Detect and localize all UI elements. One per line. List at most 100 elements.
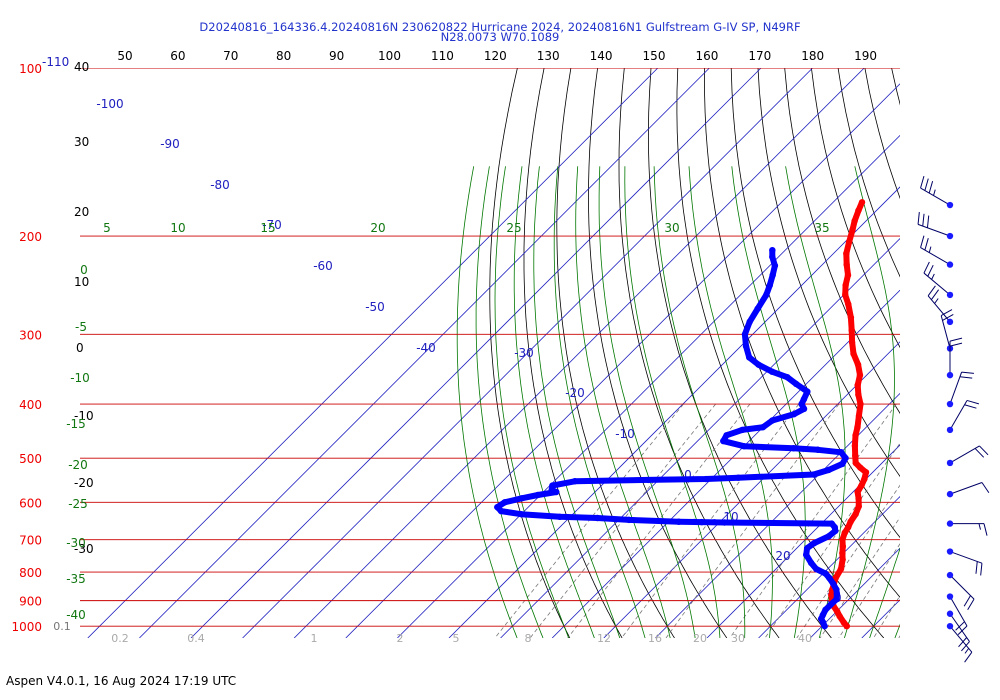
dewpoint-profile-point [739, 426, 746, 434]
isotherm-label: -90 [160, 137, 180, 151]
dry-adiabat-label: 10 [74, 275, 89, 289]
isotherm-line [758, 496, 900, 638]
isotherm-line [345, 83, 900, 638]
wind-barb-station-dot [946, 201, 954, 209]
dry-adiabat-line [757, 68, 900, 478]
wind-barb-flag [964, 404, 977, 409]
dewpoint-profile-point [740, 443, 748, 450]
moist-adiabat-line [494, 166, 570, 638]
wind-barb-flag [940, 309, 953, 317]
wind-barb-half-flag [934, 298, 939, 304]
temperature-profile-point [842, 282, 849, 289]
dewpoint-profile-point [825, 466, 832, 474]
isotherm-line [242, 68, 813, 638]
moist-adiabat-left-label: -30 [66, 536, 86, 550]
wind-barb [946, 371, 974, 408]
temperature-profile-point [841, 529, 849, 536]
dewpoint-profile-point [742, 342, 750, 350]
dewpoint-dropout-point [711, 519, 718, 526]
wind-barb-shaft [949, 574, 975, 600]
temperature-profile-point [837, 565, 845, 573]
dewpoint-profile-point [494, 503, 501, 511]
mixing-ratio-line [764, 442, 900, 638]
temperature-profile-point [833, 607, 841, 615]
mixing-ratio-line [494, 403, 684, 638]
wind-barb-flag [926, 215, 930, 228]
dewpoint-profile-point [763, 291, 770, 299]
wind-barb [946, 593, 968, 635]
moist-adiabat-label: 15 [260, 221, 275, 235]
temperature-profile-point [850, 350, 857, 357]
moist-adiabat-line [920, 166, 1000, 638]
temperature-profile-point [848, 327, 855, 334]
top-scale-tick-label: 120 [484, 49, 507, 63]
wind-barb-station-dot [946, 593, 954, 600]
temperature-profile-point [839, 556, 846, 563]
wind-barb-half-flag [933, 189, 936, 196]
dewpoint-profile-point [759, 423, 767, 431]
dewpoint-profile-point [819, 611, 827, 619]
dewpoint-profile-point [842, 454, 849, 462]
wind-barb [946, 548, 983, 576]
wind-barb [920, 176, 954, 209]
moist-adiabat-label: 30 [664, 221, 679, 235]
isotherm-line [551, 289, 900, 638]
wind-barb-station-dot [946, 318, 954, 326]
dry-adiabat-label: -30 [74, 542, 94, 556]
temperature-profile-point [854, 381, 861, 389]
moist-adiabat-left-label: -5 [75, 320, 87, 334]
wind-barb-flag [924, 238, 929, 251]
wind-barb-shaft [917, 223, 951, 237]
mixing-ratio-label: 0.2 [111, 632, 129, 645]
wind-barb-shaft [949, 482, 983, 495]
temperature-profile-point [855, 207, 862, 214]
dewpoint-profile-point [745, 354, 753, 361]
dry-adiabat-line [864, 68, 900, 200]
top-scale-tick-label: 50 [117, 49, 132, 63]
wind-barb-shaft [949, 613, 970, 642]
mixing-ratio-label: 8 [525, 632, 532, 645]
pressure-tick-label: 400 [19, 398, 42, 412]
isotherm-label: -80 [210, 178, 230, 192]
top-scale-tick-label: 110 [431, 49, 454, 63]
pressure-tick-label: 200 [19, 230, 42, 244]
dry-adiabat-label: -20 [74, 476, 94, 490]
wind-barb-flag [974, 448, 985, 458]
wind-barb-shaft [923, 272, 951, 296]
mixing-ratio-label: 0.4 [187, 632, 205, 645]
temperature-profile-point [849, 226, 856, 234]
temperature-profile-point [854, 423, 861, 431]
dewpoint-profile-point [800, 395, 808, 403]
dry-adiabat-label: -10 [74, 409, 94, 423]
mixing-ratio-line [665, 403, 840, 638]
isotherm-label: -60 [313, 259, 333, 273]
wind-barb-station-dot [946, 400, 954, 408]
isotherm-line [500, 238, 900, 638]
dry-adiabat-line [704, 68, 900, 598]
wind-barb [946, 399, 980, 434]
chart-title-line2: N28.0073 W70.1089 [440, 30, 560, 44]
wind-barb-flag [975, 561, 978, 574]
wind-barb-half-flag [928, 246, 932, 253]
mixing-ratio-line [529, 403, 716, 638]
moist-adiabat-line [731, 166, 806, 638]
temperature-profile-point [862, 469, 870, 476]
top-scale-tick-label: 160 [695, 49, 718, 63]
dewpoint-profile-point [804, 388, 811, 395]
moist-adiabat-left-label: -15 [66, 417, 86, 431]
dewpoint-profile-point [625, 516, 633, 524]
footer-text: Aspen V4.0.1, 16 Aug 2024 17:19 UTC [6, 674, 237, 688]
dewpoint-profile-point [769, 417, 776, 424]
temperature-profile-point [851, 217, 858, 225]
moist-adiabat-line [688, 166, 773, 638]
pressure-tick-label: 800 [19, 566, 42, 580]
dry-adiabat-line [837, 68, 900, 278]
temperature-profile-point [845, 301, 852, 308]
pressure-tick-label: 500 [19, 452, 42, 466]
temperature-profile-point [855, 391, 862, 398]
dry-adiabat-label: 0 [76, 341, 84, 355]
isotherm-label: -30 [514, 346, 534, 360]
dewpoint-profile-point [645, 476, 652, 484]
dewpoint-profile-point [813, 565, 820, 573]
wind-barb-flag [927, 264, 934, 277]
